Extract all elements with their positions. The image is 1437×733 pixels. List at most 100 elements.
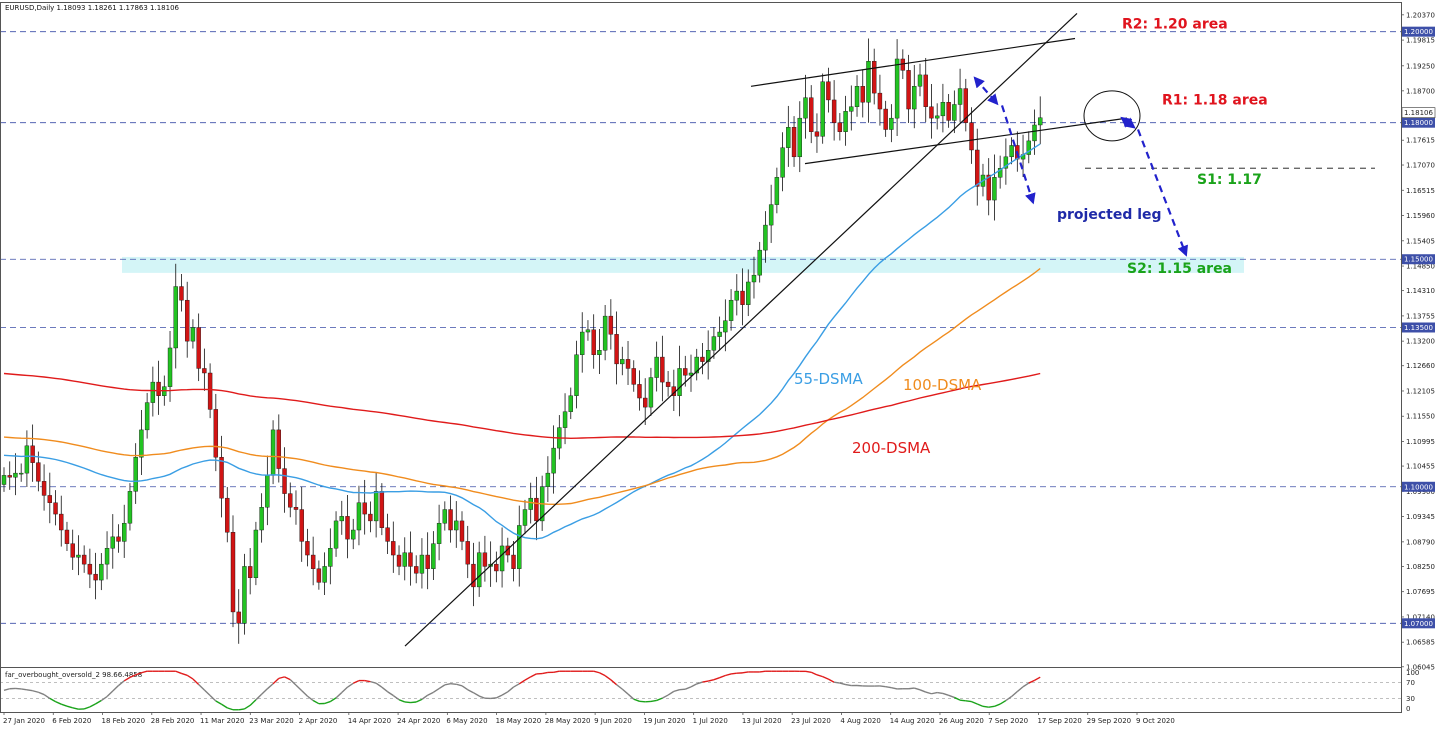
- y-tick-label: 1.08250: [1406, 563, 1435, 571]
- candle-down: [924, 75, 928, 107]
- s1-label: S1: 1.17: [1197, 172, 1262, 188]
- osc-segment: [989, 706, 995, 707]
- candle-up: [735, 291, 739, 300]
- candle-down: [466, 541, 470, 564]
- candle-down: [94, 574, 98, 580]
- level-price-box-label: 1.07000: [1404, 620, 1433, 628]
- candle-up: [437, 523, 441, 543]
- candle-up: [992, 177, 996, 200]
- candle-up: [13, 473, 17, 477]
- candle-up: [889, 118, 893, 129]
- osc-segment: [491, 698, 497, 699]
- candle-up: [941, 102, 945, 116]
- x-tick-label: 27 Jan 2020: [3, 717, 45, 725]
- candle-up: [821, 82, 825, 137]
- level-price-box-label: 1.20000: [1404, 28, 1433, 36]
- candle-down: [231, 532, 235, 612]
- candle-down: [643, 398, 647, 407]
- candle-down: [884, 109, 888, 129]
- osc-segment: [680, 689, 686, 690]
- candle-down: [277, 430, 281, 469]
- x-tick-label: 29 Sep 2020: [1087, 717, 1131, 725]
- candle-down: [225, 498, 229, 532]
- candle-up: [477, 553, 481, 587]
- candle-down: [363, 503, 367, 514]
- candle-up: [99, 564, 103, 580]
- candle-down: [815, 132, 819, 137]
- candle-up: [935, 116, 939, 118]
- candle-up: [340, 516, 344, 521]
- candle-up: [134, 457, 138, 491]
- candle-down: [36, 463, 40, 482]
- y-tick-label: 1.12660: [1406, 362, 1435, 370]
- candle-up: [260, 507, 264, 530]
- y-tick-label: 1.10995: [1406, 438, 1435, 446]
- candle-up: [712, 337, 716, 351]
- candle-up: [174, 287, 178, 348]
- candle-up: [746, 282, 750, 305]
- osc-segment: [405, 702, 411, 703]
- candle-up: [918, 75, 922, 86]
- candle-down: [117, 537, 121, 542]
- candle-down: [317, 569, 321, 583]
- candle-down: [929, 107, 933, 118]
- candle-up: [76, 555, 80, 557]
- candle-down: [609, 316, 613, 334]
- y-tick-label: 1.15960: [1406, 212, 1435, 220]
- osc-segment: [983, 706, 989, 707]
- candle-up: [254, 530, 258, 578]
- candle-up: [271, 430, 275, 476]
- x-tick-label: 24 Apr 2020: [397, 717, 440, 725]
- s2-label: S2: 1.15 area: [1127, 261, 1232, 277]
- candle-down: [683, 368, 687, 375]
- x-tick-label: 28 Feb 2020: [151, 717, 195, 725]
- candle-down: [426, 555, 430, 569]
- candle-up: [334, 521, 338, 548]
- candle-down: [615, 334, 619, 364]
- candle-down: [872, 61, 876, 93]
- candle-down: [300, 510, 304, 542]
- candle-down: [82, 555, 86, 564]
- candle-up: [786, 127, 790, 147]
- current-price-label: 1.18106: [1404, 109, 1433, 117]
- candle-down: [202, 368, 206, 373]
- candle-up: [655, 357, 659, 377]
- candle-up: [1038, 118, 1042, 125]
- sma-55-label: 55-DSMA: [794, 370, 864, 388]
- y-tick-label: 1.17070: [1406, 162, 1435, 170]
- candle-up: [2, 475, 6, 484]
- symbol-header: EURUSD,Daily 1.18093 1.18261 1.17863 1.1…: [5, 4, 180, 12]
- osc-segment: [760, 671, 766, 672]
- candle-up: [145, 403, 149, 430]
- candle-down: [31, 446, 35, 463]
- x-tick-label: 13 Jul 2020: [742, 717, 782, 725]
- osc-segment: [937, 693, 943, 694]
- candle-down: [220, 457, 224, 498]
- y-tick-label: 1.07695: [1406, 588, 1435, 596]
- candle-down: [861, 86, 865, 102]
- y-tick-label: 1.09345: [1406, 513, 1435, 521]
- candle-down: [660, 357, 664, 382]
- level-price-box-label: 1.10000: [1404, 483, 1433, 491]
- y-tick-label: 1.11550: [1406, 413, 1435, 421]
- candle-up: [357, 503, 361, 530]
- candle-up: [420, 555, 424, 573]
- candle-up: [500, 546, 504, 571]
- candle-down: [700, 357, 704, 362]
- candle-up: [517, 525, 521, 568]
- x-tick-label: 23 Mar 2020: [249, 717, 293, 725]
- candle-down: [214, 409, 218, 457]
- candle-down: [88, 564, 92, 574]
- osc-segment: [451, 684, 457, 685]
- osc-segment: [909, 688, 915, 689]
- candle-down: [975, 150, 979, 186]
- candle-up: [374, 491, 378, 521]
- osc-level-label: 0: [1406, 705, 1410, 713]
- candle-up: [849, 107, 853, 112]
- candle-down: [283, 469, 287, 494]
- candle-up: [769, 205, 773, 225]
- candle-down: [248, 566, 252, 577]
- y-tick-label: 1.19250: [1406, 62, 1435, 70]
- candle-up: [323, 566, 327, 582]
